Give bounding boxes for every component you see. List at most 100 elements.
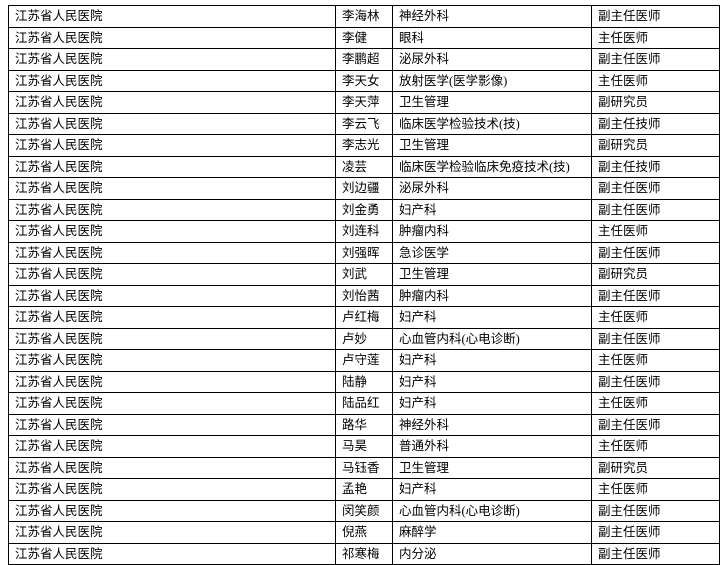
name-cell: 李天萍 [335, 91, 393, 114]
name-cell: 李云飞 [335, 112, 393, 135]
title-cell: 主任医师 [591, 26, 720, 49]
department-cell: 妇产科 [392, 306, 592, 329]
department-cell: 卫生管理 [392, 91, 592, 114]
table-row: 江苏省人民医院 凌芸 临床医学检验临床免疫技术(技) 副主任技师 [8, 155, 720, 178]
table-row: 江苏省人民医院 李鹏超 泌尿外科 副主任医师 [8, 48, 720, 71]
table-row: 江苏省人民医院 刘边疆 泌尿外科 副主任医师 [8, 177, 720, 200]
table-row: 江苏省人民医院 卢红梅 妇产科 主任医师 [8, 306, 720, 329]
hospital-cell: 江苏省人民医院 [8, 134, 336, 157]
department-cell: 妇产科 [392, 198, 592, 221]
table-row: 江苏省人民医院 李海林 神经外科 副主任医师 [8, 5, 720, 28]
hospital-cell: 江苏省人民医院 [8, 177, 336, 200]
title-cell: 主任医师 [591, 478, 720, 501]
name-cell: 卢守莲 [335, 349, 393, 372]
hospital-cell: 江苏省人民医院 [8, 478, 336, 501]
department-cell: 神经外科 [392, 5, 592, 28]
title-cell: 副主任医师 [591, 177, 720, 200]
table-row: 江苏省人民医院 陆静 妇产科 副主任医师 [8, 370, 720, 393]
name-cell: 刘怡茜 [335, 284, 393, 307]
hospital-cell: 江苏省人民医院 [8, 542, 336, 565]
title-cell: 主任医师 [591, 349, 720, 372]
staff-table: 江苏省人民医院 李海林 神经外科 副主任医师 江苏省人民医院 李健 眼科 主任医师 江苏省人民医… [8, 5, 720, 565]
hospital-cell: 江苏省人民医院 [8, 392, 336, 415]
name-cell: 李天女 [335, 69, 393, 92]
department-cell: 妇产科 [392, 478, 592, 501]
table-row: 江苏省人民医院 马昊 普通外科 主任医师 [8, 435, 720, 458]
department-cell: 肿瘤内科 [392, 284, 592, 307]
table-row: 江苏省人民医院 李志光 卫生管理 副研究员 [8, 134, 720, 157]
table-body: 江苏省人民医院 李海林 神经外科 副主任医师 江苏省人民医院 李健 眼科 主任医师 江苏省人民医… [8, 5, 720, 565]
hospital-cell: 江苏省人民医院 [8, 456, 336, 479]
hospital-cell: 江苏省人民医院 [8, 499, 336, 522]
department-cell: 放射医学(医学影像) [392, 69, 592, 92]
table-row: 江苏省人民医院 孟艳 妇产科 主任医师 [8, 478, 720, 501]
hospital-cell: 江苏省人民医院 [8, 5, 336, 28]
department-cell: 心血管内科(心电诊断) [392, 327, 592, 350]
department-cell: 卫生管理 [392, 263, 592, 286]
hospital-cell: 江苏省人民医院 [8, 91, 336, 114]
department-cell: 卫生管理 [392, 134, 592, 157]
hospital-cell: 江苏省人民医院 [8, 241, 336, 264]
title-cell: 副主任医师 [591, 370, 720, 393]
title-cell: 副主任医师 [591, 327, 720, 350]
table-row: 江苏省人民医院 李云飞 临床医学检验技术(技) 副主任技师 [8, 112, 720, 135]
hospital-cell: 江苏省人民医院 [8, 306, 336, 329]
title-cell: 副研究员 [591, 91, 720, 114]
hospital-cell: 江苏省人民医院 [8, 155, 336, 178]
name-cell: 闵笑颜 [335, 499, 393, 522]
hospital-cell: 江苏省人民医院 [8, 327, 336, 350]
name-cell: 凌芸 [335, 155, 393, 178]
hospital-cell: 江苏省人民医院 [8, 284, 336, 307]
title-cell: 副研究员 [591, 456, 720, 479]
department-cell: 内分泌 [392, 542, 592, 565]
title-cell: 副主任医师 [591, 542, 720, 565]
table-row: 江苏省人民医院 闵笑颜 心血管内科(心电诊断) 副主任医师 [8, 499, 720, 522]
title-cell: 副研究员 [591, 263, 720, 286]
department-cell: 临床医学检验技术(技) [392, 112, 592, 135]
hospital-cell: 江苏省人民医院 [8, 521, 336, 544]
title-cell: 副研究员 [591, 134, 720, 157]
hospital-cell: 江苏省人民医院 [8, 349, 336, 372]
table-row: 江苏省人民医院 刘武 卫生管理 副研究员 [8, 263, 720, 286]
department-cell: 眼科 [392, 26, 592, 49]
hospital-cell: 江苏省人民医院 [8, 48, 336, 71]
title-cell: 副主任医师 [591, 499, 720, 522]
hospital-cell: 江苏省人民医院 [8, 26, 336, 49]
title-cell: 副主任医师 [591, 413, 720, 436]
table-row: 江苏省人民医院 祁寒梅 内分泌 副主任医师 [8, 542, 720, 565]
title-cell: 主任医师 [591, 392, 720, 415]
name-cell: 陆品红 [335, 392, 393, 415]
name-cell: 马昊 [335, 435, 393, 458]
table-row: 江苏省人民医院 倪燕 麻醉学 副主任医师 [8, 521, 720, 544]
title-cell: 副主任医师 [591, 284, 720, 307]
table-row: 江苏省人民医院 李天萍 卫生管理 副研究员 [8, 91, 720, 114]
hospital-cell: 江苏省人民医院 [8, 69, 336, 92]
hospital-cell: 江苏省人民医院 [8, 220, 336, 243]
title-cell: 副主任医师 [591, 48, 720, 71]
name-cell: 刘强晖 [335, 241, 393, 264]
table-row: 江苏省人民医院 李天女 放射医学(医学影像) 主任医师 [8, 69, 720, 92]
title-cell: 副主任技师 [591, 155, 720, 178]
name-cell: 卢红梅 [335, 306, 393, 329]
department-cell: 妇产科 [392, 392, 592, 415]
title-cell: 副主任医师 [591, 5, 720, 28]
name-cell: 李志光 [335, 134, 393, 157]
table-row: 江苏省人民医院 马钰香 卫生管理 副研究员 [8, 456, 720, 479]
name-cell: 马钰香 [335, 456, 393, 479]
department-cell: 泌尿外科 [392, 177, 592, 200]
table-row: 江苏省人民医院 卢妙 心血管内科(心电诊断) 副主任医师 [8, 327, 720, 350]
hospital-cell: 江苏省人民医院 [8, 413, 336, 436]
hospital-cell: 江苏省人民医院 [8, 263, 336, 286]
title-cell: 主任医师 [591, 69, 720, 92]
title-cell: 主任医师 [591, 435, 720, 458]
table-row: 江苏省人民医院 卢守莲 妇产科 主任医师 [8, 349, 720, 372]
name-cell: 倪燕 [335, 521, 393, 544]
hospital-cell: 江苏省人民医院 [8, 112, 336, 135]
table-row: 江苏省人民医院 刘怡茜 肿瘤内科 副主任医师 [8, 284, 720, 307]
department-cell: 麻醉学 [392, 521, 592, 544]
title-cell: 副主任医师 [591, 241, 720, 264]
department-cell: 普通外科 [392, 435, 592, 458]
table-row: 江苏省人民医院 李健 眼科 主任医师 [8, 26, 720, 49]
title-cell: 副主任医师 [591, 521, 720, 544]
name-cell: 李健 [335, 26, 393, 49]
